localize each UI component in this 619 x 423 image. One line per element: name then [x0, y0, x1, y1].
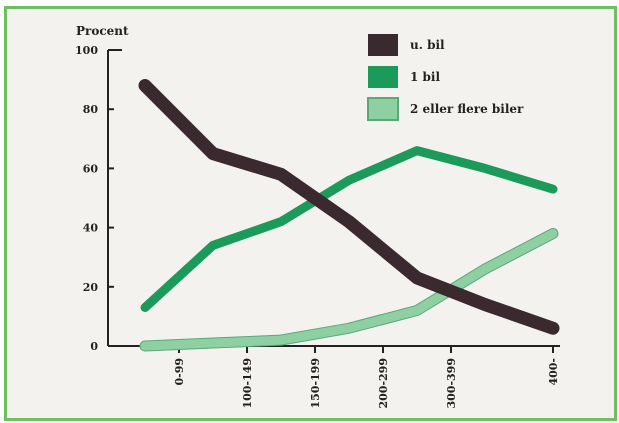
- y-tick-label: 60: [83, 162, 99, 175]
- legend-label: 2 eller flere biler: [410, 102, 524, 116]
- y-tick-label: 40: [83, 222, 99, 235]
- series-line: [140, 146, 558, 313]
- chart-axes: 0 20 40 60 80 100 0-99 100-149 150-199 200-299 300…: [75, 44, 560, 409]
- y-tick-label: 20: [83, 281, 99, 294]
- chart-series: [138, 79, 560, 352]
- x-tick-label: 150-199: [309, 358, 322, 409]
- y-tick-label: 0: [90, 340, 98, 353]
- x-tick-label: 200-299: [377, 358, 390, 409]
- y-axis-label: Procent: [76, 24, 129, 38]
- x-tick-label: 0-99: [173, 358, 186, 386]
- series-line: [138, 79, 560, 335]
- chart-frame: [4, 6, 617, 421]
- legend-label: 1 bil: [410, 70, 440, 84]
- series-line: [140, 229, 558, 351]
- y-tick-label: 100: [75, 44, 98, 57]
- x-tick-label: 400-: [547, 358, 560, 386]
- chart-legend: u. bil 1 bil 2 eller flere biler: [367, 34, 524, 121]
- legend-swatch: [368, 66, 398, 88]
- y-tick-label: 80: [83, 103, 99, 116]
- legend-swatch: [367, 97, 399, 121]
- legend-swatch: [368, 34, 398, 56]
- x-tick-label: 100-149: [241, 358, 254, 409]
- x-tick-label: 300-399: [445, 358, 458, 409]
- legend-label: u. bil: [410, 38, 445, 52]
